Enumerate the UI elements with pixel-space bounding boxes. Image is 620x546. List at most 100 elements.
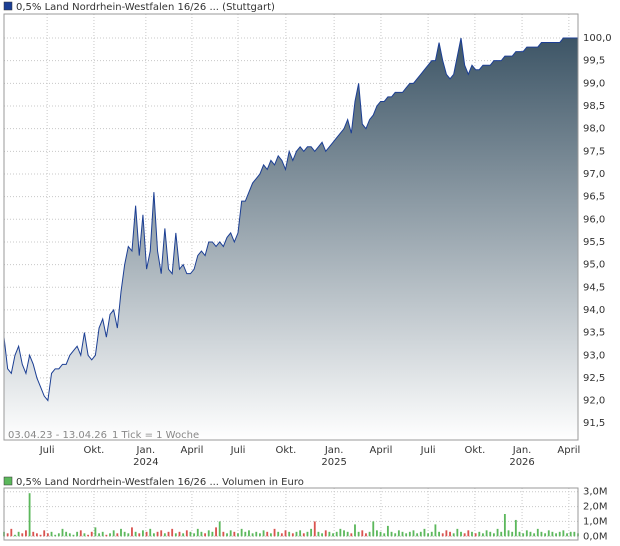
volume-bar bbox=[259, 533, 261, 537]
volume-bar bbox=[32, 531, 35, 537]
volume-bar bbox=[306, 531, 309, 537]
volume-bar bbox=[211, 531, 214, 537]
volume-bar bbox=[152, 533, 155, 537]
x-tick-label: Juli bbox=[39, 445, 55, 456]
volume-bar bbox=[408, 531, 411, 537]
volume-bar bbox=[116, 533, 119, 537]
volume-bar bbox=[269, 533, 272, 537]
plot-frame bbox=[3, 13, 579, 441]
volume-bar bbox=[131, 527, 133, 537]
volume-bar bbox=[189, 531, 192, 537]
volume-bar bbox=[551, 531, 554, 537]
volume-bar bbox=[68, 533, 71, 537]
volume-bar bbox=[416, 533, 419, 537]
volume-bar bbox=[397, 530, 400, 537]
y-tick-label: 98,0 bbox=[583, 124, 605, 135]
volume-bar bbox=[346, 531, 349, 537]
x-tick-label: Jan. bbox=[512, 445, 532, 456]
volume-bar bbox=[482, 533, 484, 537]
volume-bar bbox=[138, 533, 141, 537]
volume-bar bbox=[449, 531, 451, 537]
volume-bar bbox=[354, 524, 356, 537]
volume-bar bbox=[291, 533, 294, 537]
volume-bar bbox=[240, 528, 243, 537]
volume-bar bbox=[503, 514, 506, 537]
volume-bar bbox=[573, 531, 576, 537]
volume-bar bbox=[28, 493, 31, 537]
volume-bar bbox=[207, 530, 210, 537]
volume-bar bbox=[204, 533, 206, 537]
volume-bar bbox=[365, 533, 367, 537]
volume-bar bbox=[134, 531, 137, 537]
volume-bar bbox=[485, 530, 488, 537]
x-tick-label: Jan. bbox=[324, 445, 344, 456]
y-tick-label: 93,0 bbox=[583, 350, 605, 361]
volume-bar bbox=[302, 533, 305, 537]
volume-bar bbox=[299, 530, 302, 537]
volume-bar bbox=[149, 528, 152, 537]
volume-bar bbox=[167, 531, 170, 537]
volume-bar bbox=[17, 531, 20, 537]
volume-bar bbox=[200, 531, 203, 537]
volume-bar bbox=[518, 531, 521, 537]
volume-bar bbox=[72, 534, 75, 537]
volume-bar bbox=[529, 531, 532, 537]
volume-bar bbox=[332, 533, 334, 537]
volume-bar bbox=[394, 533, 397, 537]
volume-bar bbox=[533, 533, 536, 537]
volume-bar bbox=[98, 533, 100, 537]
volume-bar bbox=[566, 533, 568, 537]
area bbox=[4, 38, 578, 440]
volume-bar bbox=[507, 530, 510, 537]
volume-bar bbox=[280, 533, 283, 537]
volume-bar bbox=[471, 531, 473, 537]
volume-bar bbox=[120, 528, 122, 537]
x-tick-label: Jan. bbox=[136, 445, 156, 456]
volume-bar bbox=[357, 531, 360, 537]
volume-bar bbox=[405, 533, 408, 537]
volume-bar bbox=[390, 531, 393, 537]
y-tick-label: 1,0M bbox=[583, 516, 608, 527]
volume-bar bbox=[6, 533, 9, 537]
y-tick-label: 95,0 bbox=[583, 260, 605, 271]
x-year-label: 2025 bbox=[321, 457, 346, 468]
volume-bar bbox=[248, 530, 250, 537]
volume-bar bbox=[57, 533, 60, 537]
volume-bar bbox=[273, 528, 276, 537]
volume-bar bbox=[79, 530, 82, 537]
volume-bar bbox=[244, 531, 247, 537]
chart-title: 0,5% Land Nordrhein-Westfalen 16/26 ... … bbox=[16, 477, 304, 488]
volume-bar bbox=[182, 533, 185, 537]
volume-bar bbox=[562, 530, 565, 537]
x-tick-label: April bbox=[557, 445, 580, 456]
volume-bar bbox=[558, 531, 561, 537]
volume-bar bbox=[25, 530, 27, 537]
volume-bar bbox=[372, 521, 375, 537]
volume-bar bbox=[101, 531, 104, 537]
volume-bar bbox=[10, 528, 13, 537]
volume-bar bbox=[343, 530, 345, 537]
volume-bar bbox=[46, 533, 49, 537]
line bbox=[3, 37, 578, 402]
volume-bar bbox=[321, 533, 323, 537]
volume-bar bbox=[313, 521, 316, 537]
volume-bar bbox=[21, 533, 24, 537]
date-range: 03.04.23 - 13.04.26 bbox=[8, 430, 107, 441]
volume-bar bbox=[376, 530, 378, 537]
volume-bar bbox=[61, 528, 64, 537]
volume-bar bbox=[14, 534, 16, 537]
volume-bar bbox=[350, 533, 353, 537]
volume-bar bbox=[222, 531, 225, 537]
volume-bar bbox=[328, 531, 331, 537]
volume-bar bbox=[555, 533, 557, 537]
volume-chart: 0,0M 1,0M 2,0M 3,0M bbox=[3, 487, 608, 542]
y-tick-label: 3,0M bbox=[583, 487, 608, 498]
y-tick-label: 96,5 bbox=[583, 192, 605, 203]
x-tick-label: April bbox=[180, 445, 203, 456]
volume-bar bbox=[474, 533, 477, 537]
volume-bar bbox=[112, 530, 115, 537]
x-tick-label: Okt. bbox=[84, 445, 105, 456]
chart-title: 0,5% Land Nordrhein-Westfalen 16/26 ... … bbox=[16, 2, 275, 13]
y-tick-label: 93,5 bbox=[583, 328, 605, 339]
y-tick-label: 99,0 bbox=[583, 78, 605, 89]
